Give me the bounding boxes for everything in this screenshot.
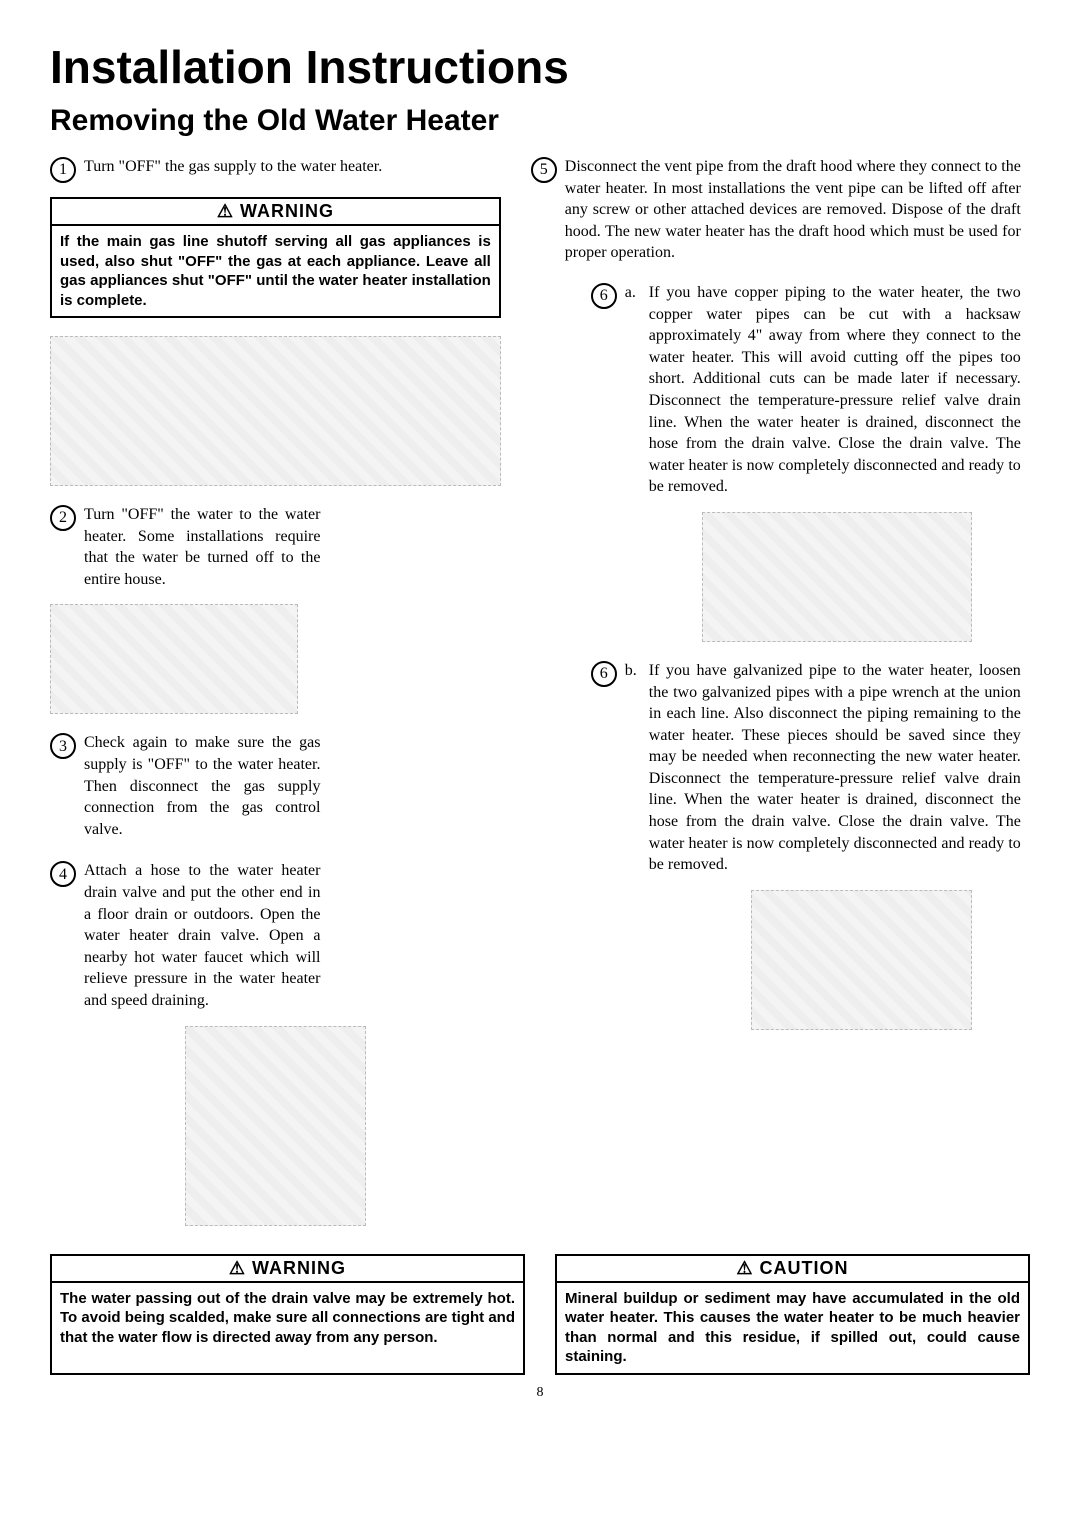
- step-1: 1 Turn "OFF" the gas supply to the water…: [50, 156, 501, 183]
- step-2: 2 Turn "OFF" the water to the water heat…: [50, 504, 320, 590]
- caution-header: ⚠ CAUTION: [557, 1256, 1028, 1283]
- warning-box-1: ⚠ WARNING If the main gas line shutoff s…: [50, 197, 501, 318]
- step-number-badge: 2: [50, 505, 76, 531]
- left-column: 1 Turn "OFF" the gas supply to the water…: [50, 156, 501, 1244]
- illustration-gas-valve: [50, 336, 501, 486]
- right-column: 5 Disconnect the vent pipe from the draf…: [531, 156, 1021, 1244]
- illustration-drain-hose: [185, 1026, 365, 1226]
- step-number-badge: 5: [531, 157, 557, 183]
- illustration-water-shutoff: [50, 604, 298, 714]
- step-text: If you have copper piping to the water h…: [649, 282, 1021, 498]
- warning-header: ⚠ WARNING: [52, 1256, 523, 1283]
- step-5: 5 Disconnect the vent pipe from the draf…: [531, 156, 1021, 264]
- caution-box-1: ⚠ CAUTION Mineral buildup or sediment ma…: [555, 1254, 1030, 1375]
- step-4: 4 Attach a hose to the water heater drai…: [50, 860, 320, 1011]
- step-text: Turn "OFF" the gas supply to the water h…: [84, 156, 501, 183]
- step-text: Disconnect the vent pipe from the draft …: [565, 156, 1021, 264]
- step-sub-letter: b.: [625, 660, 641, 876]
- warning-body: The water passing out of the drain valve…: [52, 1283, 523, 1354]
- step-text: If you have galvanized pipe to the water…: [649, 660, 1021, 876]
- step-3: 3 Check again to make sure the gas suppl…: [50, 732, 320, 840]
- warning-box-2: ⚠ WARNING The water passing out of the d…: [50, 1254, 525, 1375]
- caution-body: Mineral buildup or sediment may have acc…: [557, 1283, 1028, 1373]
- step-6b: 6 b. If you have galvanized pipe to the …: [591, 660, 1021, 876]
- bottom-warning-row: ⚠ WARNING The water passing out of the d…: [50, 1254, 1030, 1375]
- step-number-badge: 6: [591, 283, 617, 309]
- step-text: Check again to make sure the gas supply …: [84, 732, 320, 840]
- warning-header: ⚠ WARNING: [52, 199, 499, 226]
- illustration-galvanized-wrench: [751, 890, 972, 1030]
- page-number: 8: [50, 1385, 1030, 1401]
- step-number-badge: 6: [591, 661, 617, 687]
- step-number-badge: 4: [50, 861, 76, 887]
- step-text: Attach a hose to the water heater drain …: [84, 860, 320, 1011]
- illustration-copper-cut: [702, 512, 972, 642]
- step-6a: 6 a. If you have copper piping to the wa…: [591, 282, 1021, 498]
- step-number-badge: 1: [50, 157, 76, 183]
- step-sub-letter: a.: [625, 282, 641, 498]
- content-columns: 1 Turn "OFF" the gas supply to the water…: [50, 156, 1030, 1244]
- page-title: Installation Instructions: [50, 40, 1030, 94]
- step-text: Turn "OFF" the water to the water heater…: [84, 504, 320, 590]
- page-subtitle: Removing the Old Water Heater: [50, 104, 1030, 138]
- warning-body: If the main gas line shutoff serving all…: [52, 226, 499, 316]
- step-number-badge: 3: [50, 733, 76, 759]
